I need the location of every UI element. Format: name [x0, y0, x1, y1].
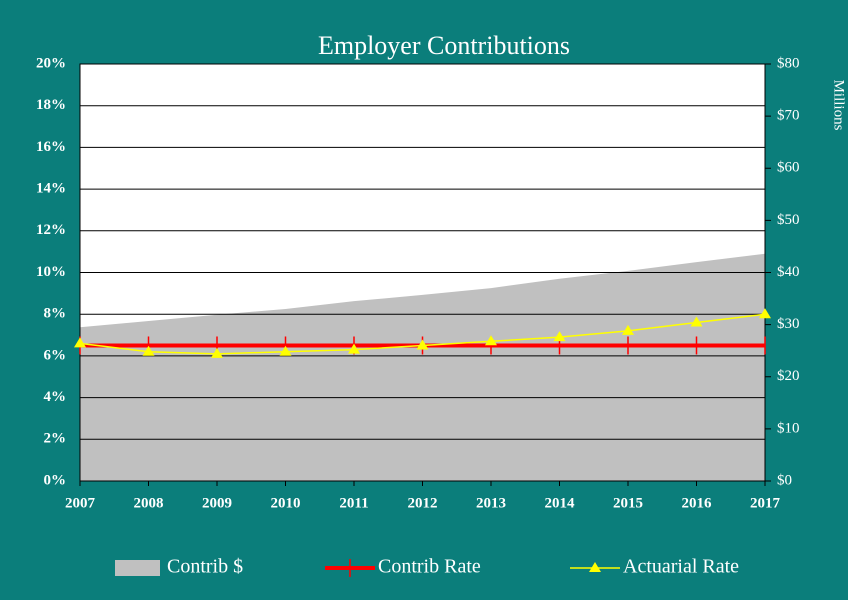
y-tick-label: 2% — [44, 431, 67, 447]
y-tick-label: 0% — [44, 472, 67, 488]
marker — [348, 343, 360, 354]
x-tick-label: 2008 — [134, 495, 164, 511]
y2-tick-label: $60 — [777, 160, 800, 176]
y-tick-label: 6% — [44, 347, 67, 363]
marker — [759, 308, 771, 319]
x-tick-label: 2014 — [545, 495, 576, 511]
y2-tick-label: $40 — [777, 264, 800, 280]
marker — [553, 331, 566, 342]
legend-label: Contrib $ — [167, 556, 243, 578]
x-tick-label: 2010 — [271, 495, 301, 511]
chart-title: Employer Contributions — [318, 31, 570, 60]
y-tick-label: 4% — [44, 389, 67, 405]
marker — [485, 335, 497, 346]
y2-tick-label: $0 — [777, 472, 792, 488]
area — [80, 253, 765, 481]
y-tick-label: 8% — [44, 306, 67, 322]
y-tick-label: 10% — [36, 264, 66, 280]
x-tick-label: 2015 — [613, 495, 643, 511]
y2-tick-label: $10 — [777, 420, 800, 436]
y2-tick-label: $70 — [777, 108, 800, 124]
marker — [74, 337, 86, 348]
marker — [279, 345, 292, 356]
x-tick-label: 2009 — [202, 495, 232, 511]
x-tick-label: 2016 — [682, 495, 713, 511]
x-tick-label: 2011 — [339, 495, 368, 511]
marker — [416, 339, 429, 350]
y2-tick-label: $50 — [777, 212, 800, 228]
legend-swatch — [115, 560, 160, 576]
y2-axis-label: Millions — [831, 80, 847, 131]
y-tick-label: 14% — [36, 181, 66, 197]
x-tick-label: 2013 — [476, 495, 506, 511]
y-tick-label: 16% — [36, 139, 66, 155]
y-tick-label: 12% — [36, 222, 66, 238]
legend-marker — [589, 562, 601, 572]
plot-border — [79, 63, 766, 482]
legend-label: Contrib Rate — [378, 556, 481, 578]
x-tick-label: 2017 — [750, 495, 781, 511]
y-tick-label: 20% — [36, 55, 66, 71]
x-tick-label: 2007 — [65, 495, 96, 511]
y2-tick-label: $80 — [777, 55, 800, 71]
legend-label: Actuarial Rate — [623, 556, 739, 578]
marker — [690, 316, 703, 327]
marker — [211, 347, 223, 358]
x-tick-label: 2012 — [408, 495, 438, 511]
marker — [622, 324, 634, 335]
y2-tick-label: $20 — [777, 368, 800, 384]
y2-tick-label: $30 — [777, 316, 800, 332]
marker — [142, 345, 155, 356]
y-tick-label: 18% — [36, 97, 66, 113]
